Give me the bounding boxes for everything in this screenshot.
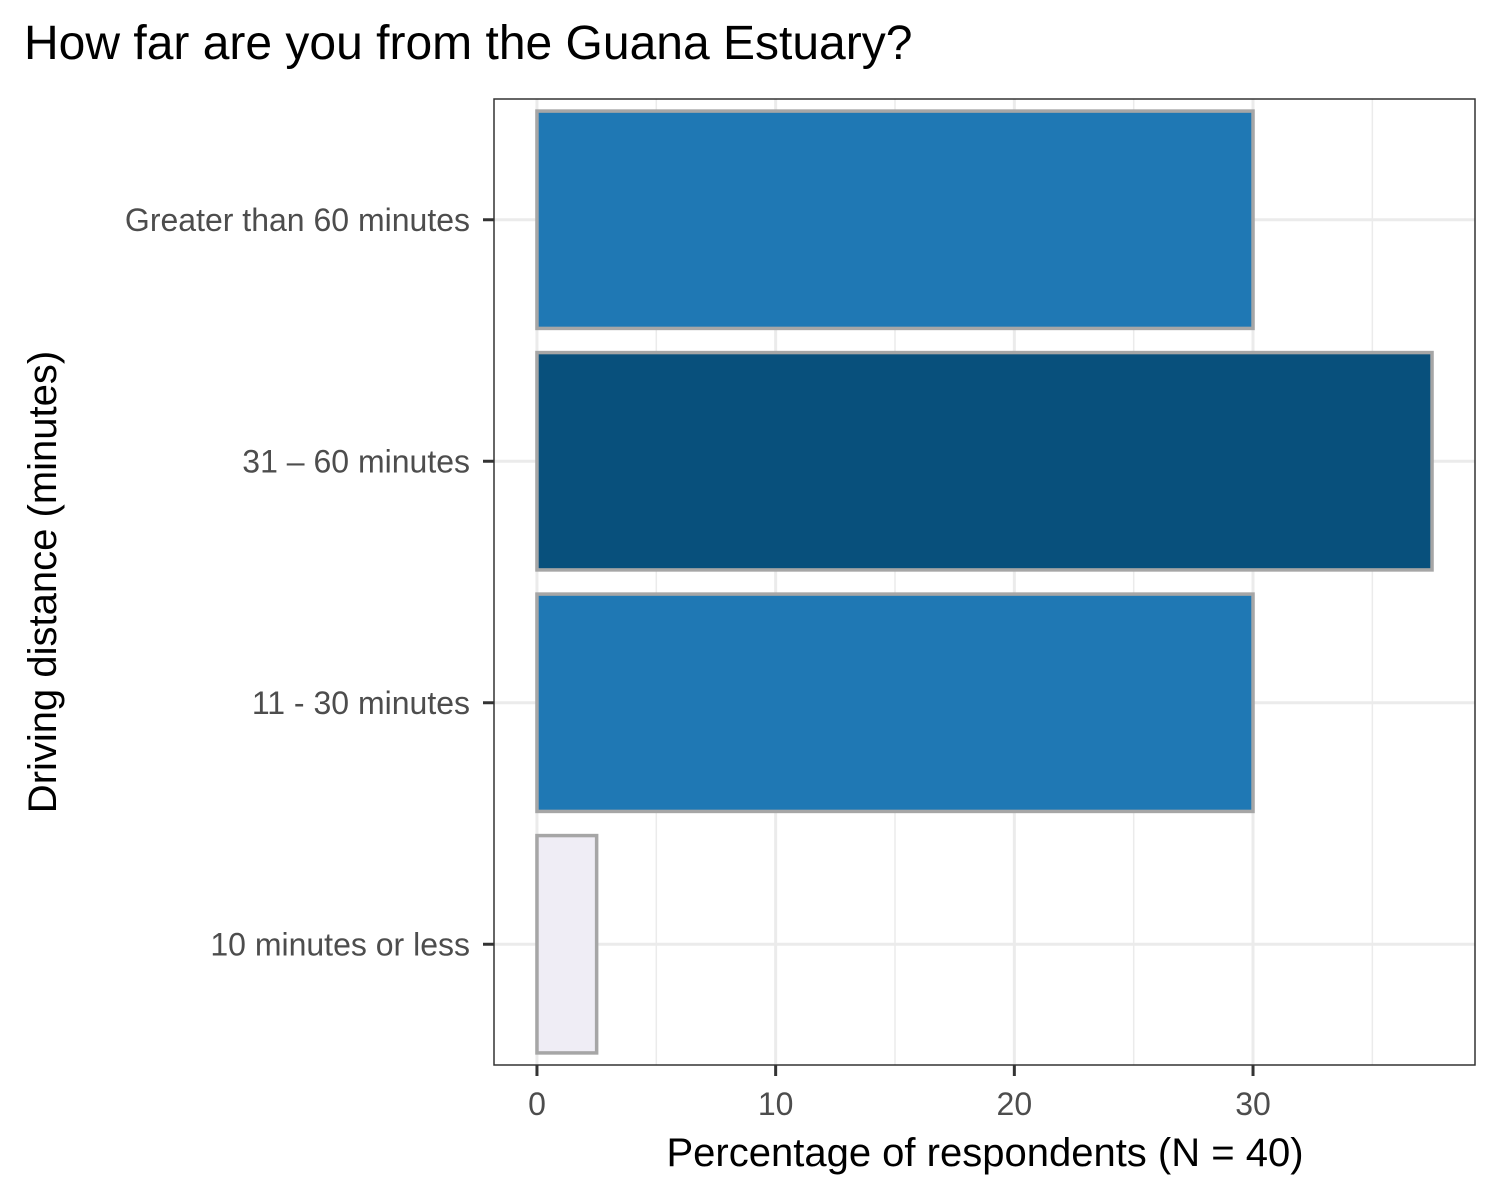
x-axis: 0 10 20 30 — [528, 1065, 1271, 1122]
bar — [535, 833, 599, 1055]
x-axis-title: Percentage of respondents (N = 40) — [666, 1131, 1303, 1175]
y-axis: 10 minutes or less 11 - 30 minutes 31 – 60… — [125, 202, 494, 962]
bars-layer — [535, 109, 1434, 1055]
x-tick-label: 20 — [997, 1086, 1033, 1122]
y-tick-label: 11 - 30 minutes — [252, 685, 470, 721]
bar — [535, 350, 1434, 572]
x-tick-label: 0 — [528, 1086, 546, 1122]
y-tick-label: Greater than 60 minutes — [125, 202, 470, 238]
bar — [535, 592, 1255, 814]
bar — [535, 109, 1255, 331]
chart-title: How far are you from the Guana Estuary? — [24, 17, 913, 70]
y-tick-label: 31 – 60 minutes — [242, 443, 470, 479]
x-tick-label: 10 — [758, 1086, 794, 1122]
panel-border — [493, 98, 1476, 1066]
y-axis-title: Driving distance (minutes) — [21, 351, 65, 813]
x-tick-label: 30 — [1235, 1086, 1271, 1122]
y-tick-label: 10 minutes or less — [210, 926, 470, 962]
